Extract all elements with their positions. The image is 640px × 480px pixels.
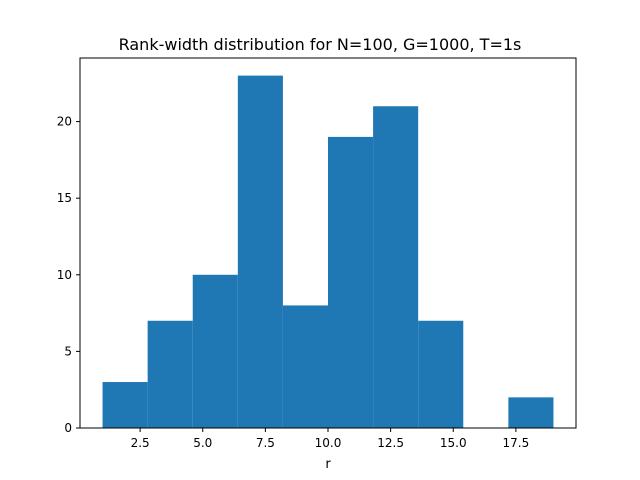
histogram-bar [192,274,238,428]
histogram-bar [102,382,148,428]
bars-group [102,75,554,429]
x-tick-label: 5.0 [193,436,212,450]
y-tick-label: 5 [64,344,72,358]
histogram-bar [328,136,374,428]
y-tick-label: 15 [57,191,72,205]
chart-title: Rank-width distribution for N=100, G=100… [119,35,522,54]
y-axis-ticks: 0 5 10 15 20 [57,115,80,435]
histogram-bar [418,320,464,428]
x-tick-label: 10.0 [315,436,342,450]
histogram-bar [508,397,554,428]
x-tick-label: 17.5 [503,436,530,450]
histogram-bar [147,320,193,428]
x-axis-ticks: 2.5 5.0 7.5 10.0 12.5 15.0 17.5 [131,428,530,450]
y-tick-label: 10 [57,268,72,282]
histogram-bar [282,305,328,428]
y-tick-label: 0 [64,421,72,435]
x-tick-label: 2.5 [131,436,150,450]
x-tick-label: 12.5 [377,436,404,450]
histogram-bar [237,75,283,428]
x-tick-label: 7.5 [256,436,275,450]
histogram-bar [373,106,419,429]
x-axis-label: r [325,457,331,472]
x-tick-label: 15.0 [440,436,467,450]
y-tick-label: 20 [57,115,72,129]
